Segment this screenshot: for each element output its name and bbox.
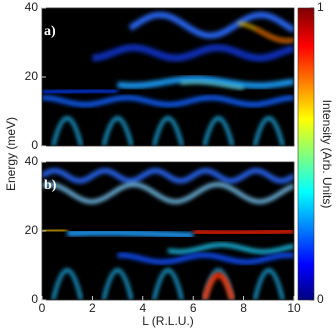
intensity-band: [42, 95, 294, 108]
colorbar-tick-label: 0: [317, 292, 324, 306]
intensity-band: [255, 28, 294, 42]
dispersion-arc: [202, 116, 234, 146]
dispersion-arc: [102, 116, 134, 146]
panel-label: b): [44, 178, 57, 193]
dispersion-arc: [51, 268, 83, 300]
panel-label: a): [44, 24, 56, 39]
intensity-band: [117, 252, 294, 265]
y-tick-label: 20: [25, 69, 39, 83]
colorbar-label: Intensity (Arb. Units): [320, 100, 334, 209]
dispersion-arc: [152, 116, 184, 146]
x-axis-label: L (R.L.U.): [142, 314, 194, 328]
intensity-band: [42, 87, 118, 96]
colorbar: [297, 7, 315, 301]
y-tick-label: 20: [25, 223, 39, 237]
heatmap: [42, 8, 294, 146]
x-tick-label: 10: [287, 301, 301, 315]
dispersion-arc: [152, 268, 184, 300]
intensity-band: [42, 168, 294, 184]
intensity-band: [42, 182, 294, 204]
dispersion-arc: [201, 272, 235, 300]
y-tick-label: 0: [31, 292, 38, 306]
heatmap: [42, 162, 294, 300]
colorbar-tick-label: 1: [317, 0, 324, 14]
dispersion-arc: [253, 268, 285, 300]
x-tick-label: 6: [190, 301, 197, 315]
y-axis-label: Energy (meV): [4, 117, 18, 191]
heatmap-background: [42, 8, 294, 146]
dispersion-arc: [253, 116, 285, 146]
x-tick-label: 2: [89, 301, 96, 315]
intensity-band: [193, 228, 294, 236]
x-tick-label: 4: [139, 301, 146, 315]
intensity-band: [180, 80, 244, 90]
y-tick-label: 40: [25, 154, 39, 168]
intensity-band: [92, 44, 294, 62]
intensity-band: [167, 242, 294, 254]
intensity-band: [117, 75, 294, 89]
dispersion-arc: [102, 268, 134, 300]
x-tick-label: 0: [39, 301, 46, 315]
x-tick-label: 8: [240, 301, 247, 315]
y-tick-label: 40: [25, 0, 39, 14]
intensity-band: [128, 11, 294, 39]
y-tick-label: 0: [31, 138, 38, 152]
intensity-band: [42, 228, 68, 233]
intensity-band: [67, 229, 194, 239]
dispersion-arc: [51, 116, 83, 146]
